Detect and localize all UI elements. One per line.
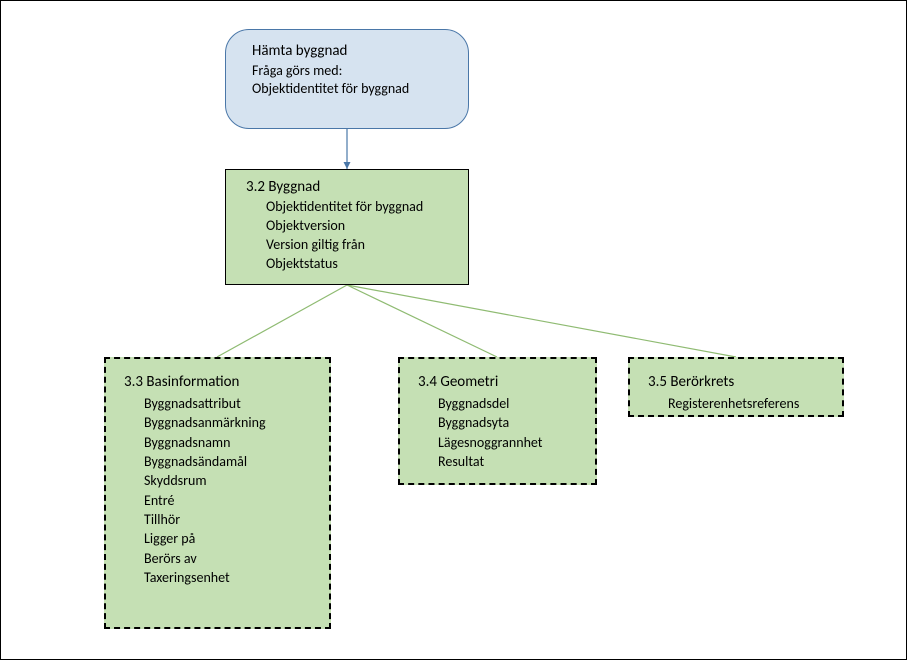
- node-line: Byggnadsyta: [438, 413, 581, 432]
- node-line: Byggnadsändamål: [144, 452, 315, 471]
- node-line: Version giltig från: [266, 236, 456, 255]
- node-title: 3.5 Berörkrets: [648, 373, 828, 391]
- node-hamta-byggnad: Hämta byggnad Fråga görs med: Objektiden…: [225, 29, 469, 129]
- node-berorkrets: 3.5 Berörkrets Registerenhetsreferens: [628, 357, 844, 417]
- diagram-canvas: Hämta byggnad Fråga görs med: Objektiden…: [0, 0, 907, 660]
- node-line: Objektidentitet för byggnad: [266, 198, 456, 217]
- node-line: Byggnadsnamn: [144, 433, 315, 452]
- node-line: Byggnadsattribut: [144, 394, 315, 413]
- node-line: Ligger på: [144, 529, 315, 548]
- node-body: Byggnadsdel Byggnadsyta Lägesnoggrannhet…: [418, 394, 581, 471]
- node-line: Skyddsrum: [144, 471, 315, 490]
- edge-byggnad-to-children: [217, 285, 736, 357]
- node-line: Objektidentitet för byggnad: [252, 80, 452, 98]
- node-title: 3.3 Basinformation: [124, 373, 315, 391]
- node-line: Resultat: [438, 452, 581, 471]
- node-line: Byggnadsdel: [438, 394, 581, 413]
- node-title: Hämta byggnad: [252, 42, 452, 60]
- node-line: Byggnadsanmärkning: [144, 413, 315, 432]
- node-line: Objektversion: [266, 217, 456, 236]
- node-body: Registerenhetsreferens: [648, 394, 828, 413]
- node-line: Registerenhetsreferens: [668, 394, 828, 413]
- node-line: Berörs av: [144, 549, 315, 568]
- node-line: Tillhör: [144, 510, 315, 529]
- node-line: Lägesnoggrannhet: [438, 433, 581, 452]
- node-geometri: 3.4 Geometri Byggnadsdel Byggnadsyta Läg…: [398, 357, 597, 485]
- node-body: Objektidentitet för byggnad Objektversio…: [246, 198, 456, 274]
- node-basinformation: 3.3 Basinformation Byggnadsattribut Bygg…: [104, 357, 331, 629]
- node-title: 3.2 Byggnad: [246, 178, 456, 196]
- node-line: Fråga görs med:: [252, 62, 452, 80]
- node-body: Byggnadsattribut Byggnadsanmärkning Bygg…: [124, 394, 315, 587]
- node-title: 3.4 Geometri: [418, 373, 581, 391]
- node-line: Objektstatus: [266, 255, 456, 274]
- node-line: Entré: [144, 491, 315, 510]
- node-line: Taxeringsenhet: [144, 568, 315, 587]
- node-byggnad: 3.2 Byggnad Objektidentitet för byggnad …: [225, 169, 469, 285]
